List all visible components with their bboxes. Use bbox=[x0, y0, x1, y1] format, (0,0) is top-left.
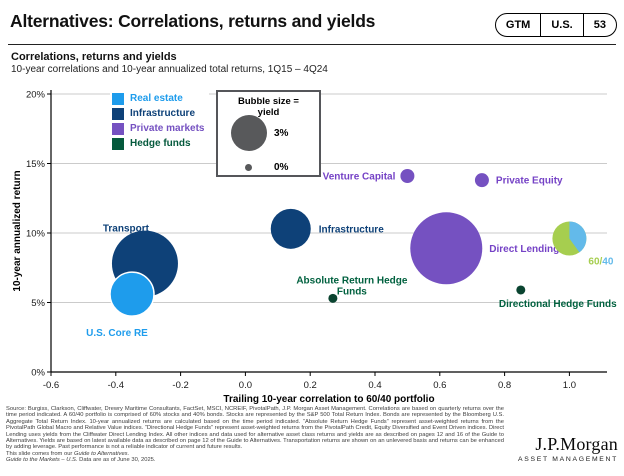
bubble-direct-lending bbox=[410, 212, 483, 285]
footnote-gtm-italic: Guide to the Markets – U.S. bbox=[6, 457, 78, 463]
bubble-size-small-icon bbox=[245, 164, 252, 171]
x-tick-label: -0.6 bbox=[43, 380, 59, 391]
series-legend: Real estate Infrastructure Private markets… bbox=[110, 89, 209, 153]
jpmorgan-division: ASSET MANAGEMENT bbox=[518, 456, 618, 463]
gtm-page-badge: GTM U.S. 53 bbox=[494, 13, 617, 37]
bubble-directional-hedge-funds bbox=[516, 285, 526, 295]
footnote: Source: Burgiss, Clarkson, Cliffwater, D… bbox=[6, 406, 504, 463]
footnote-slide-note: This slide comes from our Guide to Alter… bbox=[6, 451, 504, 457]
y-tick-label: 10% bbox=[26, 229, 46, 240]
y-axis-title: 10-year annualized return bbox=[12, 170, 23, 291]
bubble-label-direct-lending: Direct Lending bbox=[489, 244, 559, 255]
bubble-size-large-icon bbox=[231, 115, 267, 151]
legend-item-infrastructure: Infrastructure bbox=[112, 106, 205, 121]
legend-item-label: Hedge funds bbox=[130, 138, 191, 149]
x-tick-label: -0.4 bbox=[108, 380, 124, 391]
bubble-size-legend-title: Bubble size = yield bbox=[238, 96, 299, 118]
bubble-60-40-portfolio-slice bbox=[569, 221, 587, 253]
footnote-source-text: Source: Burgiss, Clarkson, Cliffwater, D… bbox=[6, 406, 504, 451]
bubble-label-venture-capital: Venture Capital bbox=[323, 172, 396, 183]
legend-swatch-icon bbox=[112, 107, 124, 120]
bubble-us-core-re bbox=[109, 271, 155, 317]
x-tick-label: 0.8 bbox=[498, 380, 511, 391]
bubble-private-equity bbox=[474, 173, 489, 188]
x-tick-label: 0.0 bbox=[239, 380, 252, 391]
x-tick-label: -0.2 bbox=[172, 380, 188, 391]
bubble-venture-capital bbox=[400, 169, 415, 184]
bubble-label-directional-hedge-funds: Directional Hedge Funds bbox=[499, 299, 617, 310]
legend-item-real-estate: Real estate bbox=[112, 91, 205, 106]
page-number: 53 bbox=[582, 14, 616, 36]
legend-item-hedge-funds: Hedge funds bbox=[112, 136, 205, 151]
legend-item-label: Real estate bbox=[130, 93, 183, 104]
bubble-label-absolute-return-hedge-funds: Absolute Return Hedge bbox=[296, 275, 408, 286]
x-tick-label: 0.2 bbox=[304, 380, 317, 391]
region-label: U.S. bbox=[540, 14, 582, 36]
legend-item-label: Private markets bbox=[130, 123, 205, 134]
footnote-gtm-plain: Data are as of June 30, 2025. bbox=[77, 457, 156, 463]
bubble-infrastructure bbox=[270, 208, 311, 249]
legend-item-label: Infrastructure bbox=[130, 108, 196, 119]
y-tick-label: 5% bbox=[31, 298, 45, 309]
jpmorgan-wordmark: J.P.Morgan bbox=[535, 434, 618, 454]
x-tick-label: 0.6 bbox=[433, 380, 446, 391]
legend-swatch-icon bbox=[112, 92, 124, 105]
bubble-label-absolute-return-hedge-funds: Funds bbox=[337, 286, 367, 297]
bubble-absolute-return-hedge-funds bbox=[328, 293, 338, 303]
page-title: Alternatives: Correlations, returns and … bbox=[10, 11, 376, 31]
bubble-label-transport: Transport bbox=[103, 224, 150, 235]
gtm-label: GTM bbox=[505, 19, 531, 31]
legend-item-private-markets: Private markets bbox=[112, 121, 205, 136]
footnote-gtm-date: Guide to the Markets – U.S. Data are as … bbox=[6, 457, 504, 463]
x-tick-label: 0.4 bbox=[368, 380, 381, 391]
bubble-label-infrastructure: Infrastructure bbox=[319, 224, 384, 235]
x-tick-label: 1.0 bbox=[563, 380, 576, 391]
legend-swatch-icon bbox=[112, 122, 124, 135]
footnote-slide-note-plain: This slide comes from our bbox=[6, 450, 74, 457]
bubble-size-legend: Bubble size = yield 3% 0% bbox=[216, 90, 321, 177]
x-axis-title: Trailing 10-year correlation to 60/40 po… bbox=[223, 394, 434, 405]
bubble-label-60-40-portfolio: 60/40 bbox=[588, 257, 613, 268]
chart-title: Correlations, returns and yields bbox=[11, 51, 177, 63]
legend-swatch-icon bbox=[112, 137, 124, 150]
jpmorgan-logo: J.P.Morgan ASSET MANAGEMENT bbox=[518, 435, 618, 463]
bubble-size-large-label: 3% bbox=[274, 128, 289, 139]
bubble-label-us-core-re: U.S. Core RE bbox=[86, 328, 148, 339]
y-tick-label: 15% bbox=[26, 159, 46, 170]
title-divider bbox=[8, 44, 616, 45]
chart-subtitle: 10-year correlations and 10-year annuali… bbox=[11, 64, 328, 75]
bubble-label-private-equity: Private Equity bbox=[496, 176, 563, 187]
y-tick-label: 0% bbox=[31, 368, 45, 379]
footnote-slide-note-italic: Guide to Alternatives. bbox=[73, 450, 130, 457]
bubble-size-small-label: 0% bbox=[274, 162, 289, 173]
y-tick-label: 20% bbox=[26, 90, 46, 101]
